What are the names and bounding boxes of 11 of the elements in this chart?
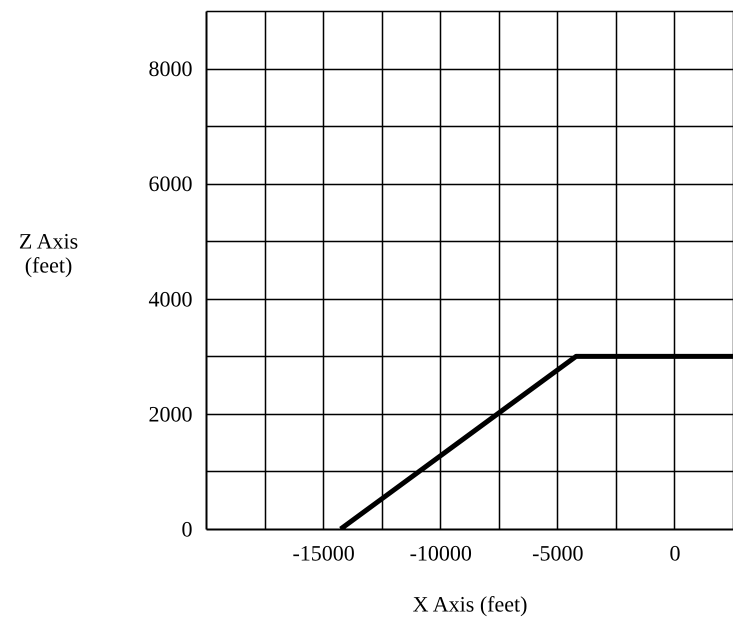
x-tick-label: -10000: [410, 540, 472, 566]
x-tick-label: -15000: [292, 540, 355, 566]
y-tick-label: 0: [182, 516, 192, 542]
y-tick-label: 4000: [148, 286, 192, 312]
x-tick-label: 0: [669, 540, 680, 566]
x-tick-label: -5000: [532, 540, 584, 566]
y-axis-title: Z Axis (feet): [18, 228, 78, 278]
x-axis-title: X Axis (feet): [412, 592, 528, 616]
y-tick-label: 8000: [148, 56, 192, 82]
y-tick-label: 2000: [148, 401, 192, 426]
y-tick-label: 6000: [148, 171, 192, 196]
